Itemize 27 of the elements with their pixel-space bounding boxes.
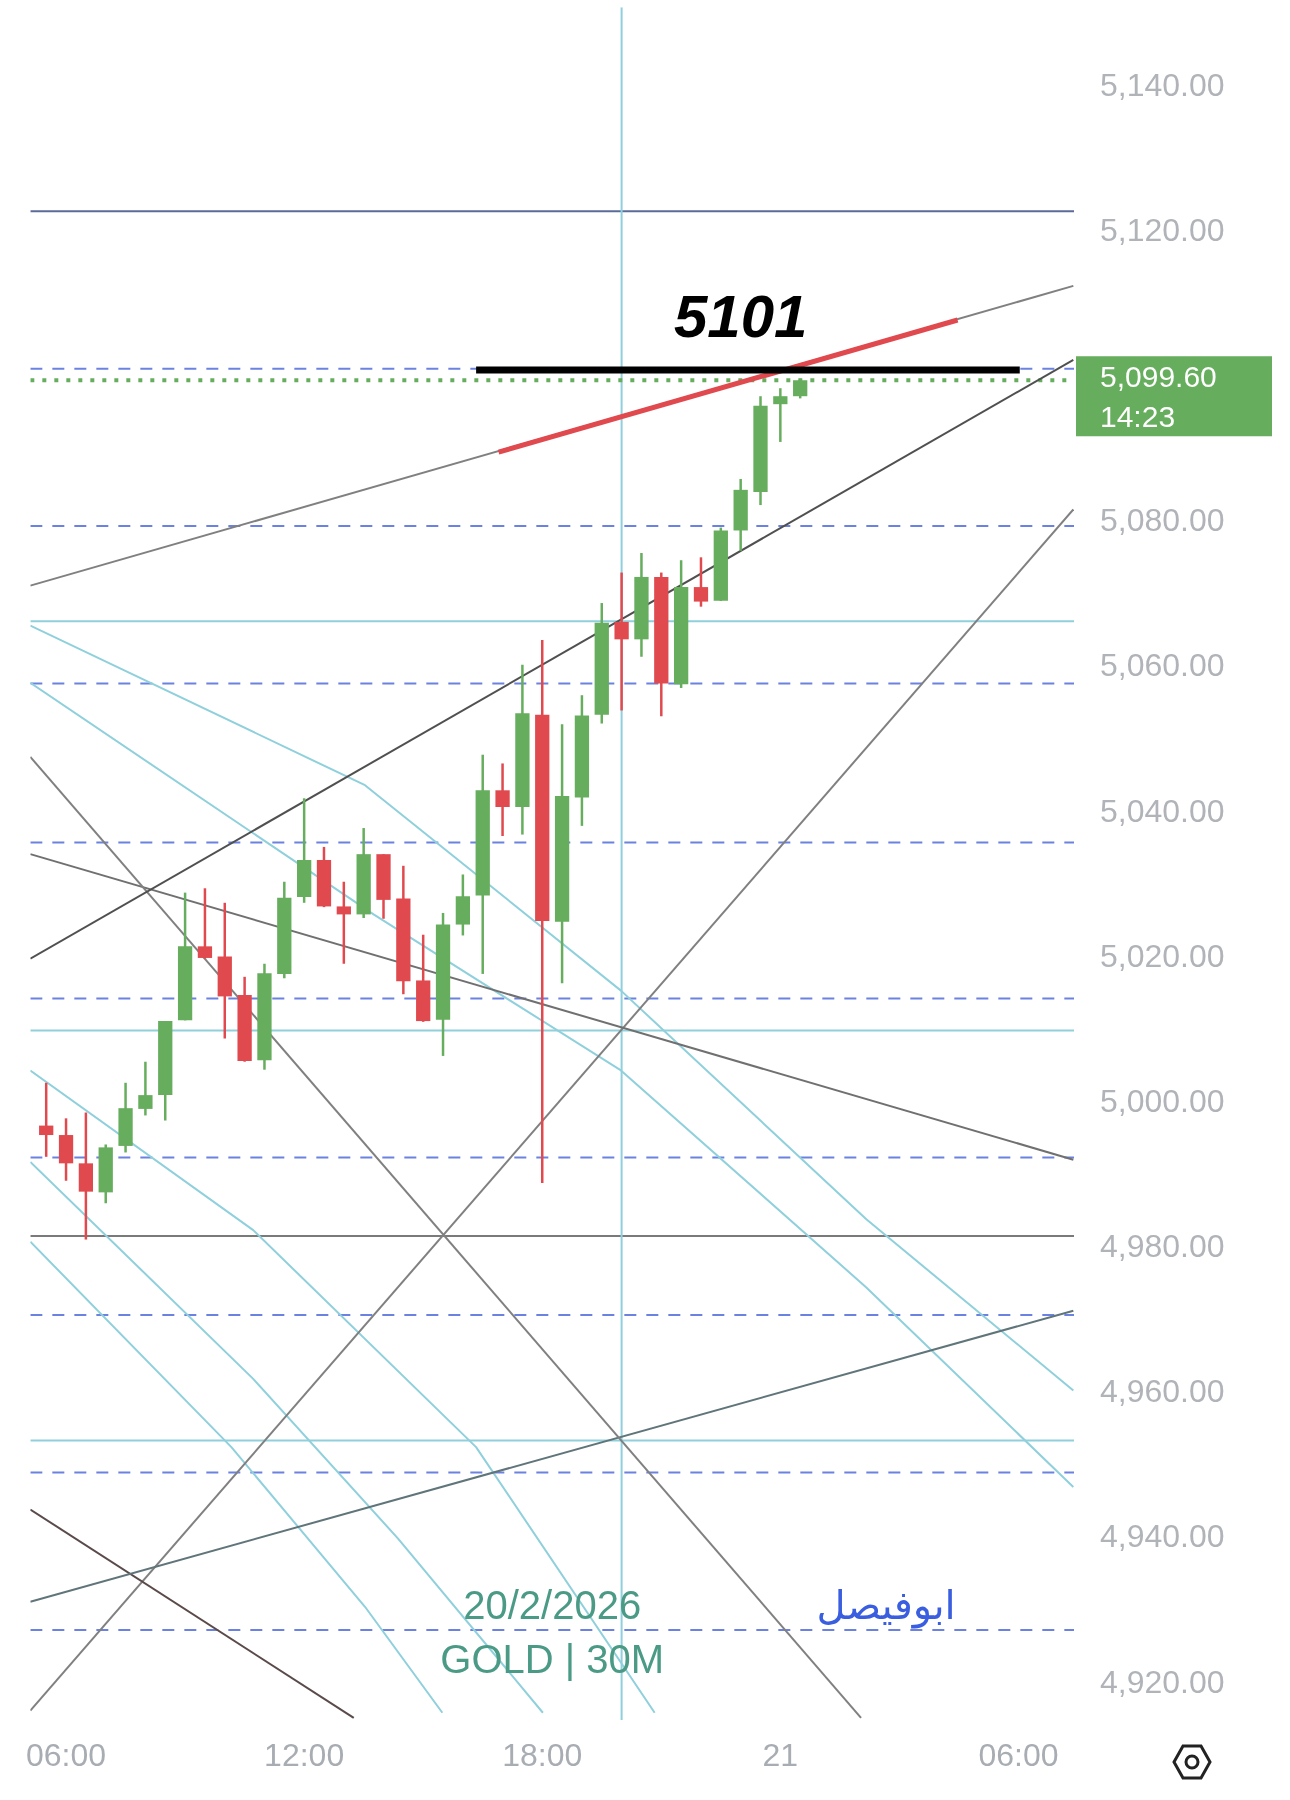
y-tick-label: 4,920.00 [1100,1663,1225,1700]
y-tick-label: 4,960.00 [1100,1373,1225,1410]
y-tick-label: 5,040.00 [1100,792,1225,829]
y-tick-label: 4,940.00 [1100,1518,1225,1555]
y-tick-label: 5,120.00 [1100,212,1225,249]
y-tick-label: 5,060.00 [1100,647,1225,684]
y-tick-label: 5,020.00 [1100,937,1225,974]
ref-line-label: 5,099.60 14:23 [1100,359,1217,433]
candlestick [336,880,351,966]
candlestick [39,1081,54,1159]
candlestick [693,556,709,608]
candlestick [614,571,629,712]
x-tick-label: 06:00 [26,1737,107,1774]
annotation: ابوفيصل [816,1583,956,1630]
candlestick [197,887,213,960]
candlestick [138,1060,153,1117]
y-tick-label: 4,980.00 [1100,1228,1225,1265]
y-tick-label: 5,140.00 [1100,66,1225,103]
candlestick [495,762,510,838]
y-tick-label: 5,000.00 [1100,1082,1225,1119]
annotation: 5101 [673,282,808,350]
x-tick-label: 06:00 [978,1737,1059,1774]
x-tick-label: 18:00 [502,1737,583,1774]
y-tick-label: 5,080.00 [1100,502,1225,539]
x-tick-label: 21 [762,1737,799,1774]
candlestick [773,386,788,444]
x-tick-label: 12:00 [264,1737,345,1774]
